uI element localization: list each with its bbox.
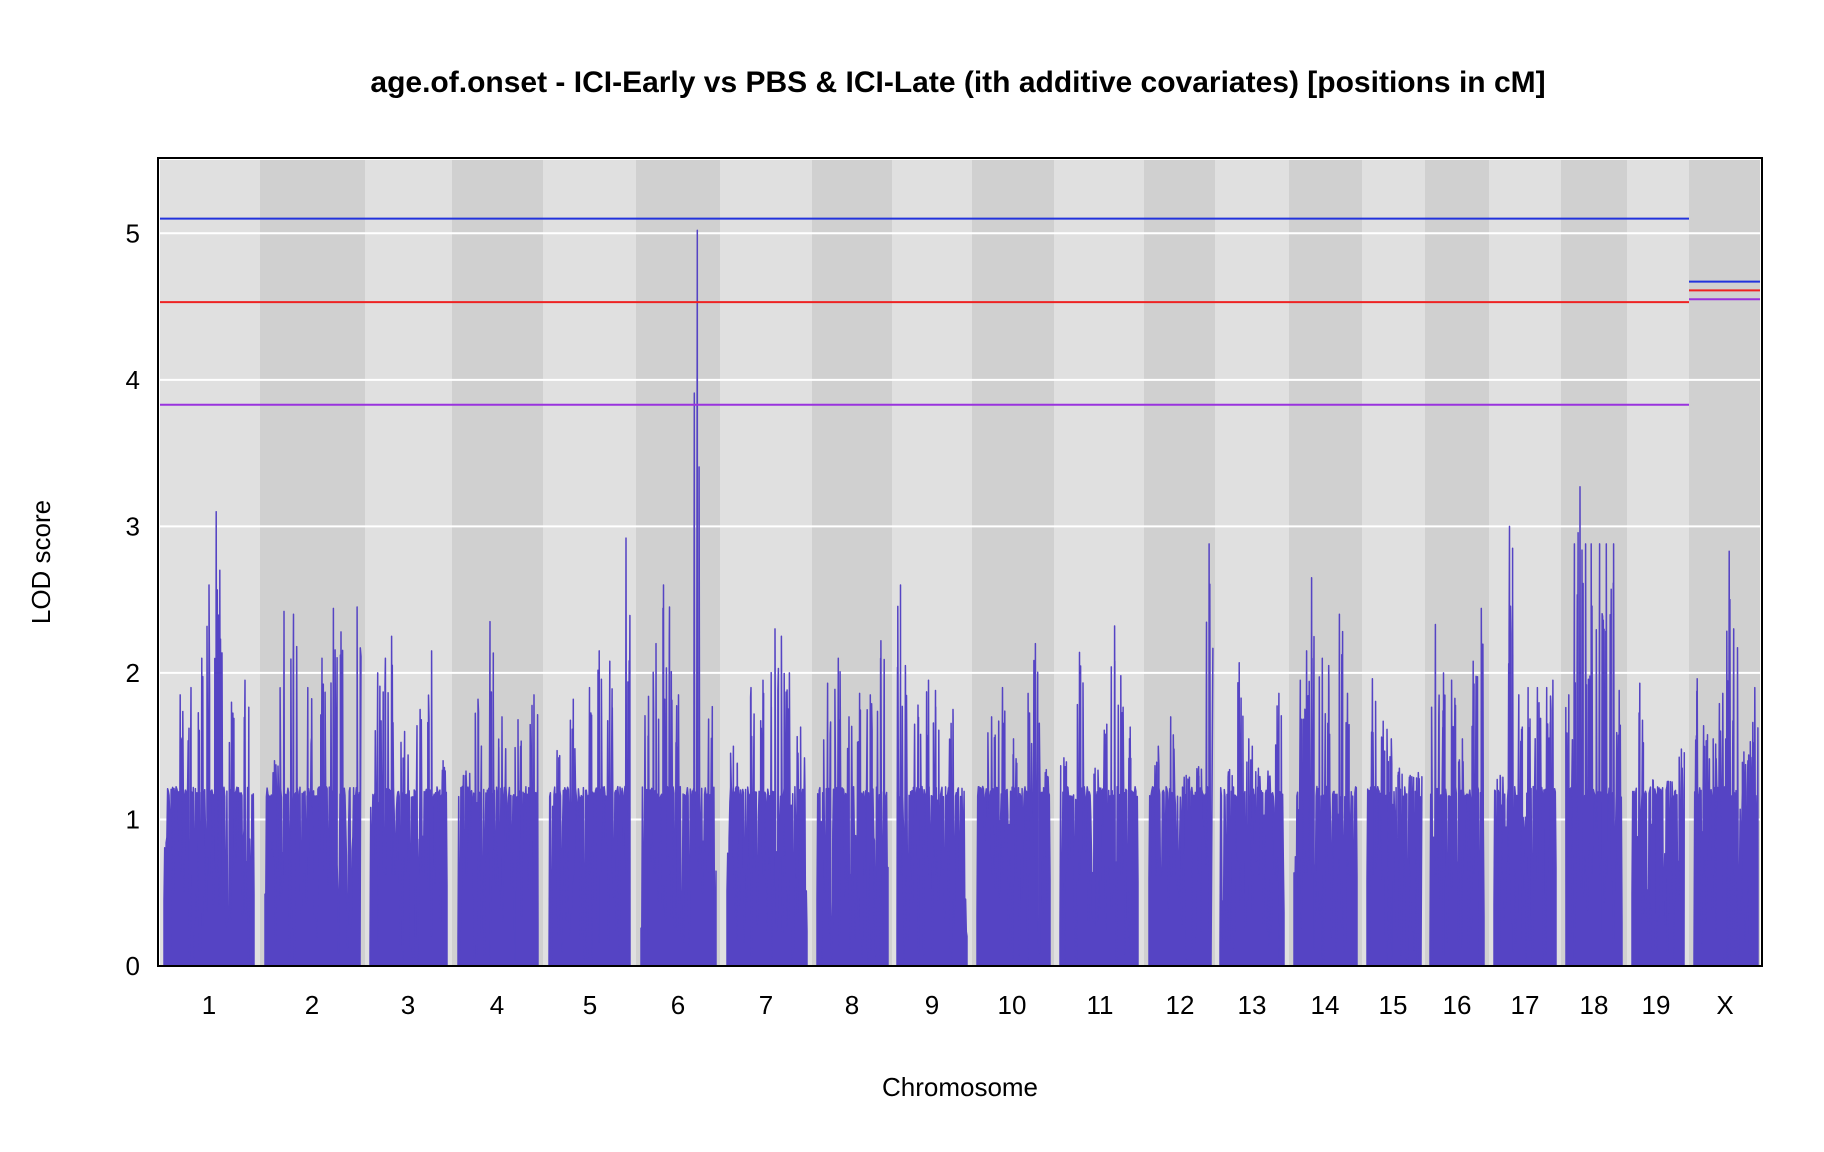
x-tick-label: 10 xyxy=(998,990,1027,1020)
chromosome-lod-trace-3 xyxy=(369,635,448,967)
x-tick-label: 8 xyxy=(845,990,859,1020)
chromosome-lod-trace-16 xyxy=(1429,607,1485,967)
x-tick-label: 7 xyxy=(759,990,773,1020)
x-tick-label: 4 xyxy=(490,990,504,1020)
chromosome-lod-trace-4 xyxy=(457,620,539,967)
y-axis-ticks: 0 1 2 3 4 5 xyxy=(126,218,140,981)
lod-series xyxy=(163,229,1759,967)
x-axis-ticks: 1 2 3 4 5 6 7 8 9 10 11 12 13 14 15 16 17 18 19 X xyxy=(202,990,1734,1020)
plot-frame xyxy=(157,157,1763,967)
chromosome-lod-trace-1 xyxy=(163,510,255,967)
y-axis-label: LOD score xyxy=(26,500,56,624)
x-tick-label: 14 xyxy=(1311,990,1340,1020)
x-tick-label: 11 xyxy=(1087,990,1114,1020)
x-tick-label: 1 xyxy=(202,990,216,1020)
y-tick-label: 4 xyxy=(126,365,140,395)
y-tick-label: 0 xyxy=(126,951,140,981)
chromosome-lod-trace-19 xyxy=(1631,682,1686,967)
chromosome-lod-trace-X xyxy=(1693,550,1759,967)
x-axis-label: Chromosome xyxy=(882,1072,1038,1102)
y-tick-label: 2 xyxy=(126,658,140,688)
x-tick-label: 18 xyxy=(1580,990,1609,1020)
x-tick-label: 6 xyxy=(671,990,685,1020)
y-tick-label: 3 xyxy=(126,511,140,541)
chromosome-lod-trace-7 xyxy=(726,628,808,967)
x-tick-label: 16 xyxy=(1443,990,1472,1020)
x-tick-label: 17 xyxy=(1511,990,1540,1020)
chromosome-lod-trace-9 xyxy=(896,584,968,967)
chromosome-lod-trace-10 xyxy=(976,642,1051,967)
x-tick-label: 2 xyxy=(305,990,319,1020)
x-tick-label: X xyxy=(1716,990,1733,1020)
y-tick-label: 5 xyxy=(126,218,140,248)
y-tick-label: 1 xyxy=(126,804,140,834)
chromosome-lod-trace-17 xyxy=(1493,525,1557,967)
chromosome-lod-trace-11 xyxy=(1059,625,1139,967)
x-tick-label: 15 xyxy=(1379,990,1408,1020)
chromosome-lod-trace-6 xyxy=(640,229,717,967)
threshold-lines xyxy=(160,217,1760,406)
x-tick-label: 19 xyxy=(1642,990,1671,1020)
x-tick-label: 12 xyxy=(1166,990,1195,1020)
chart-title: age.of.onset - ICI-Early vs PBS & ICI-La… xyxy=(370,66,1545,99)
x-tick-label: 3 xyxy=(401,990,415,1020)
x-tick-label: 13 xyxy=(1238,990,1267,1020)
chromosome-lod-trace-15 xyxy=(1366,678,1423,967)
chromosome-lod-trace-13 xyxy=(1219,661,1285,967)
chromosome-lod-trace-12 xyxy=(1148,543,1214,967)
x-tick-label: 5 xyxy=(583,990,597,1020)
chromosome-lod-trace-5 xyxy=(548,537,631,967)
x-tick-label: 9 xyxy=(925,990,939,1020)
chromosome-lod-trace-2 xyxy=(264,606,362,967)
chromosome-lod-trace-18 xyxy=(1565,486,1623,967)
chromosome-lod-trace-14 xyxy=(1293,576,1358,967)
chromosome-lod-trace-8 xyxy=(816,639,889,967)
